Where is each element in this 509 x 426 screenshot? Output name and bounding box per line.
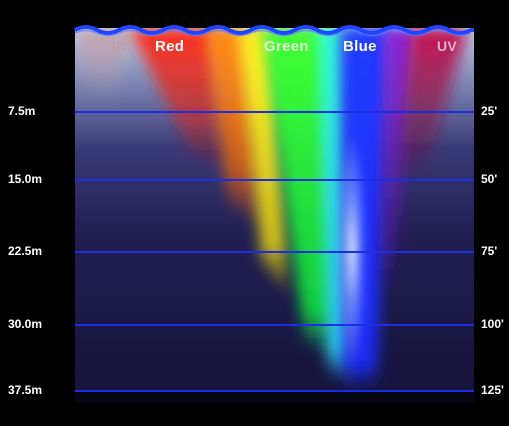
yellow-light-band — [238, 28, 290, 300]
ir-label: IR — [112, 38, 127, 54]
red-label: Red — [155, 38, 185, 55]
light-core-glow — [338, 130, 366, 370]
depth-meters-label: 15.0m — [8, 172, 43, 186]
depth-feet-label: 25' — [481, 104, 498, 118]
uv-label: UV — [437, 38, 458, 54]
depth-feet-label: 125' — [481, 383, 504, 397]
ir-light-band — [78, 28, 130, 100]
red-light-band — [130, 28, 222, 175]
green-label: Green — [264, 38, 309, 55]
depth-feet-label: 50' — [481, 172, 498, 186]
depth-feet-label: 75' — [481, 244, 498, 258]
water-surface-wave — [74, 25, 474, 35]
depth-meters-label: 7.5m — [8, 104, 36, 118]
depth-meters-label: 30.0m — [8, 317, 43, 331]
depth-feet-label: 100' — [481, 317, 504, 331]
depth-meters-label: 22.5m — [8, 244, 43, 258]
depth-meters-label: 37.5m — [8, 383, 43, 397]
blue-label: Blue — [343, 38, 377, 55]
uv-light-band — [398, 28, 468, 180]
